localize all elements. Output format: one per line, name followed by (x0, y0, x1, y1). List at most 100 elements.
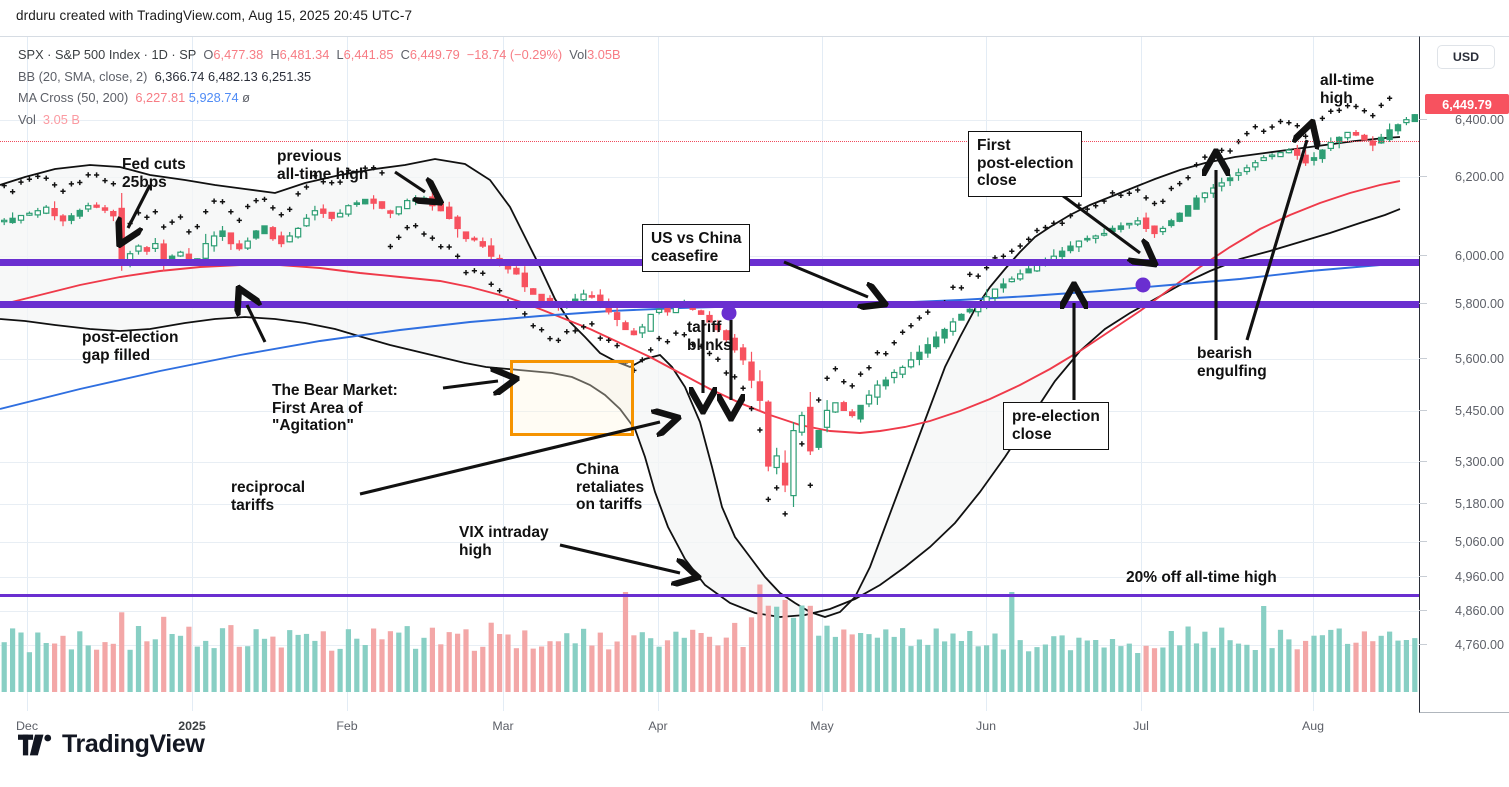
annotation-twenty-pct-off: 20% off all-time high (1126, 569, 1277, 586)
annotation-previous-ath: previous all-time high (277, 148, 369, 183)
chart-legend[interactable]: SPX · S&P 500 Index · 1D · SP O6,477.38 … (18, 44, 621, 130)
time-tick-label: Jun (976, 719, 996, 733)
legend-symbol-text: SPX · S&P 500 Index · 1D · SP (18, 47, 197, 62)
legend-change-value: −18.74 (−0.29%) (466, 47, 563, 62)
time-axis[interactable]: Dec 2025 Feb Mar Apr May Jun Jul Aug (0, 711, 1419, 743)
axis-tick (1419, 576, 1427, 577)
price-axis[interactable]: USD 6,449.79 6,400.00 6,200.00 6,000.00 … (1419, 36, 1509, 713)
legend-bb-title: BB (20, SMA, close, 2) (18, 68, 148, 84)
annotation-vix-intraday-high: VIX intraday high (459, 524, 549, 559)
price-tick-label: 5,060.00 (1454, 535, 1504, 549)
legend-close-value: 6,449.79 (409, 47, 460, 62)
gridline-horizontal (0, 359, 1419, 360)
price-tick-label: 4,860.00 (1454, 604, 1504, 618)
tradingview-brand-text: TradingView (62, 730, 205, 758)
axis-tick (1419, 119, 1427, 120)
axis-tick (1419, 255, 1427, 256)
time-tick-label: Feb (336, 719, 358, 733)
axis-tick (1419, 644, 1427, 645)
annotation-first-post-election-close: First post-election close (968, 131, 1083, 197)
price-tick-label: 5,800.00 (1454, 297, 1504, 311)
legend-ma-title: MA Cross (50, 200) (18, 90, 129, 105)
annotation-all-time-high: all-time high (1320, 72, 1375, 107)
legend-open-label: O (203, 47, 214, 62)
annotation-tariff-blinks: tariff blinks (687, 319, 732, 354)
legend-bb-lower: 6,251.35 (261, 68, 312, 84)
gridline-vertical (1313, 37, 1314, 712)
gridline-vertical (27, 37, 28, 712)
annotation-us-china-ceasefire: US vs China ceasefire (642, 224, 751, 272)
annotation-post-election-gap: post-election gap filled (82, 329, 179, 364)
axis-tick (1419, 541, 1427, 542)
legend-row-macross[interactable]: MA Cross (50, 200) 6,227.81 5,928.74 ø (18, 87, 621, 109)
gridline-horizontal (0, 611, 1419, 612)
legend-close-label: C (400, 47, 410, 62)
axis-tick (1419, 176, 1427, 177)
price-tick-label: 5,600.00 (1454, 352, 1504, 366)
attribution-text: drduru created with TradingView.com, Aug… (16, 8, 413, 23)
axis-tick (1419, 461, 1427, 462)
price-tick-label: 4,760.00 (1454, 638, 1504, 652)
legend-bb-basis: 6,366.74 (154, 68, 205, 84)
legend-high-label: H (270, 47, 280, 62)
highlight-rectangle[interactable] (510, 360, 634, 436)
axis-tick (1419, 610, 1427, 611)
time-tick-label: May (810, 719, 834, 733)
currency-badge: USD (1437, 45, 1495, 69)
legend-ma-extra: ø (242, 90, 250, 105)
axis-tick (1419, 503, 1427, 504)
legend-ma-fast-value: 6,227.81 (135, 90, 186, 105)
level-line-volume (0, 594, 1419, 597)
annotation-pre-election-close: pre-election close (1003, 402, 1109, 450)
cross-marker-dot (721, 305, 737, 321)
time-tick-label: 2025 (178, 719, 206, 733)
legend-volume-value: 3.05B (587, 47, 621, 62)
cross-marker-dot (1135, 277, 1151, 293)
legend-high-value: 6,481.34 (279, 47, 330, 62)
price-tick-label: 4,960.00 (1454, 570, 1504, 584)
legend-bb-upper: 6,482.13 (207, 68, 258, 84)
price-tick-label: 5,450.00 (1454, 404, 1504, 418)
bollinger-band-fill (0, 137, 1400, 617)
gridline-horizontal (0, 177, 1419, 178)
legend-open-value: 6,477.38 (213, 47, 264, 62)
time-tick-label: Apr (648, 719, 668, 733)
gridline-vertical (192, 37, 193, 712)
annotation-bear-market: The Bear Market: First Area of "Agitatio… (272, 382, 398, 434)
price-tick-label: 5,180.00 (1454, 497, 1504, 511)
time-tick-label: Mar (492, 719, 514, 733)
level-line-lower (0, 301, 1419, 308)
time-tick-label: Aug (1301, 719, 1325, 733)
gridline-vertical (347, 37, 348, 712)
legend-vol-title: Vol (18, 111, 36, 127)
legend-volume-label: Vol (569, 47, 588, 62)
legend-ma-slow-value: 5,928.74 (188, 90, 239, 105)
price-tick-label: 6,000.00 (1454, 249, 1504, 263)
price-tick-label: 6,200.00 (1454, 170, 1504, 184)
gridline-horizontal (0, 120, 1419, 121)
legend-low-value: 6,441.85 (343, 47, 394, 62)
legend-row-volume[interactable]: Vol 3.05 B (18, 109, 621, 131)
legend-low-label: L (336, 47, 344, 62)
tradingview-footer: TradingView (18, 730, 205, 759)
annotation-fed-cuts: Fed cuts 25bps (122, 156, 186, 191)
annotation-bearish-engulfing: bearish engulfing (1197, 345, 1267, 380)
volume-series (1, 584, 1418, 692)
time-tick-label: Dec (15, 719, 39, 733)
last-price-line (0, 141, 1419, 142)
legend-row-bollinger[interactable]: BB (20, SMA, close, 2) 6,366.74 6,482.13… (18, 66, 621, 88)
annotation-reciprocal-tariffs: reciprocal tariffs (231, 479, 306, 514)
gridline-vertical (822, 37, 823, 712)
legend-row-symbol[interactable]: SPX · S&P 500 Index · 1D · SP O6,477.38 … (18, 44, 621, 66)
last-price-badge: 6,449.79 (1425, 94, 1509, 114)
axis-tick (1419, 410, 1427, 411)
price-tick-label: 6,400.00 (1454, 113, 1504, 127)
price-tick-label: 5,300.00 (1454, 455, 1504, 469)
annotation-china-retaliates: China retaliates on tariffs (576, 461, 645, 513)
axis-tick (1419, 303, 1427, 304)
gridline-vertical (1141, 37, 1142, 712)
time-tick-label: Jul (1133, 719, 1149, 733)
axis-tick (1419, 358, 1427, 359)
tradingview-logo-icon (18, 734, 52, 755)
legend-vol-value: 3.05 B (42, 111, 80, 127)
